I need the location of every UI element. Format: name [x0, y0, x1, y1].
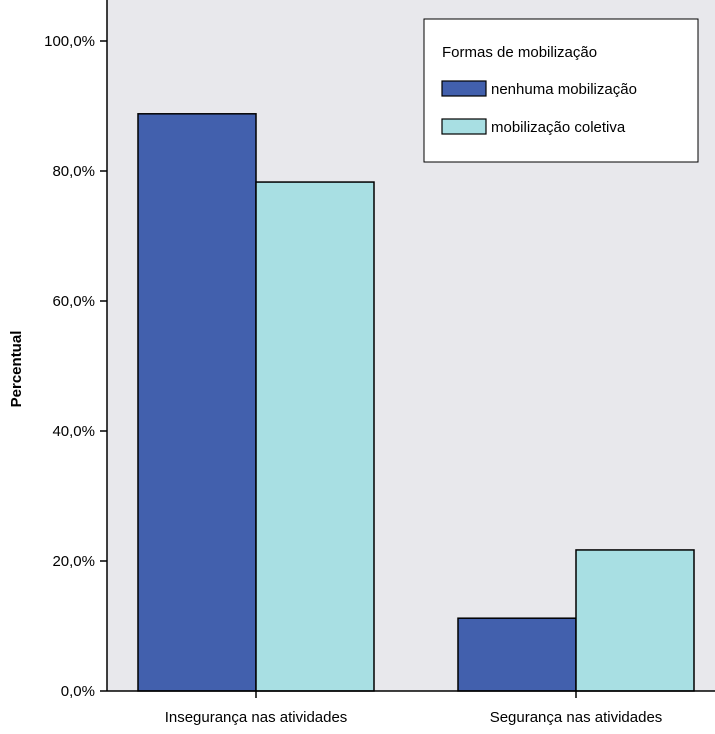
y-tick-label: 60,0% [52, 293, 95, 310]
y-tick-label: 20,0% [52, 553, 95, 570]
legend-label: nenhuma mobilização [491, 81, 637, 98]
bar [457, 617, 577, 692]
y-axis-title: Percentual [8, 331, 25, 408]
legend: Formas de mobilização nenhuma mobilizaçã… [423, 18, 699, 163]
legend-swatch [441, 80, 487, 97]
x-tick-label: Segurança nas atividades [490, 709, 663, 726]
y-ticks: 0,0% 20,0% 40,0% 60,0% 80,0% 100,0% [44, 33, 107, 700]
bar [137, 113, 257, 692]
y-tick-label: 40,0% [52, 423, 95, 440]
legend-title: Formas de mobilização [442, 44, 597, 61]
legend-items: nenhuma mobilização mobilização coletiva [441, 80, 637, 136]
bar [255, 181, 375, 692]
legend-label: mobilização coletiva [491, 119, 626, 136]
y-tick-label: 100,0% [44, 33, 95, 50]
bar [575, 549, 695, 692]
x-tick-label: Insegurança nas atividades [165, 709, 348, 726]
legend-swatch [441, 118, 487, 135]
bars-layer [137, 113, 695, 692]
y-tick-label: 0,0% [61, 683, 95, 700]
x-ticks: Insegurança nas atividades Segurança nas … [165, 691, 663, 726]
y-tick-label: 80,0% [52, 163, 95, 180]
